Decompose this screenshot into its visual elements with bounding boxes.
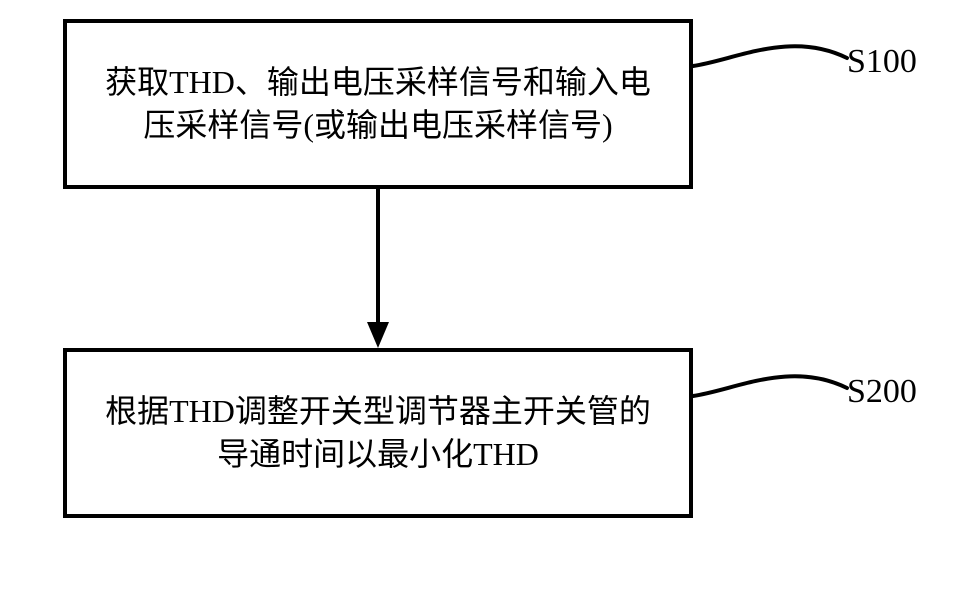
step-text: 根据THD调整开关型调节器主开关管的导通时间以最小化THD: [91, 390, 665, 476]
step-text: 获取THD、输出电压采样信号和输入电压采样信号(或输出电压采样信号): [91, 61, 665, 147]
flowchart-canvas: 获取THD、输出电压采样信号和输入电压采样信号(或输出电压采样信号) 根据THD…: [0, 0, 971, 589]
step-box-acquire-thd: 获取THD、输出电压采样信号和输入电压采样信号(或输出电压采样信号): [63, 19, 693, 189]
step-box-adjust-switch: 根据THD调整开关型调节器主开关管的导通时间以最小化THD: [63, 348, 693, 518]
step-ref-s200: S200: [847, 373, 917, 411]
step-ref-s100: S100: [847, 43, 917, 81]
